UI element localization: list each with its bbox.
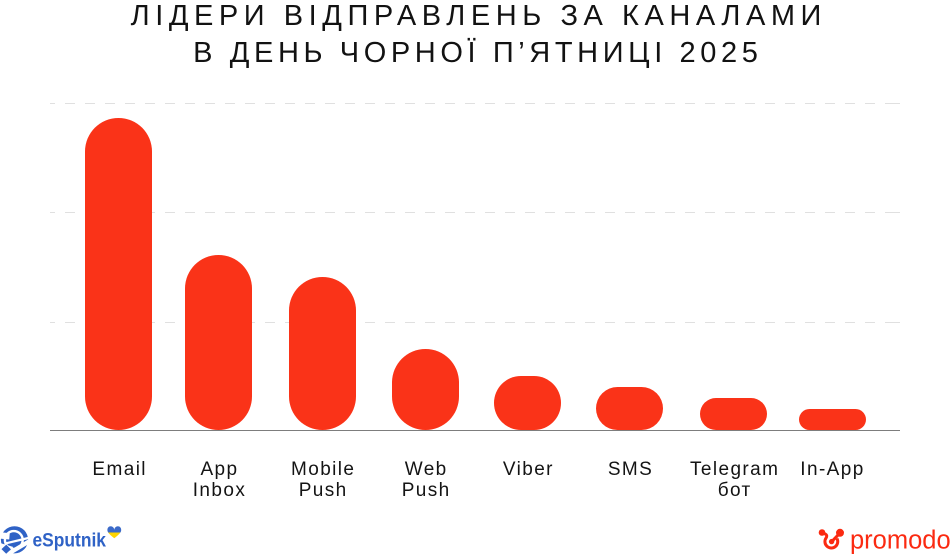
svg-text:eSputnik: eSputnik	[33, 531, 107, 552]
svg-text:promodo: promodo	[850, 527, 950, 554]
